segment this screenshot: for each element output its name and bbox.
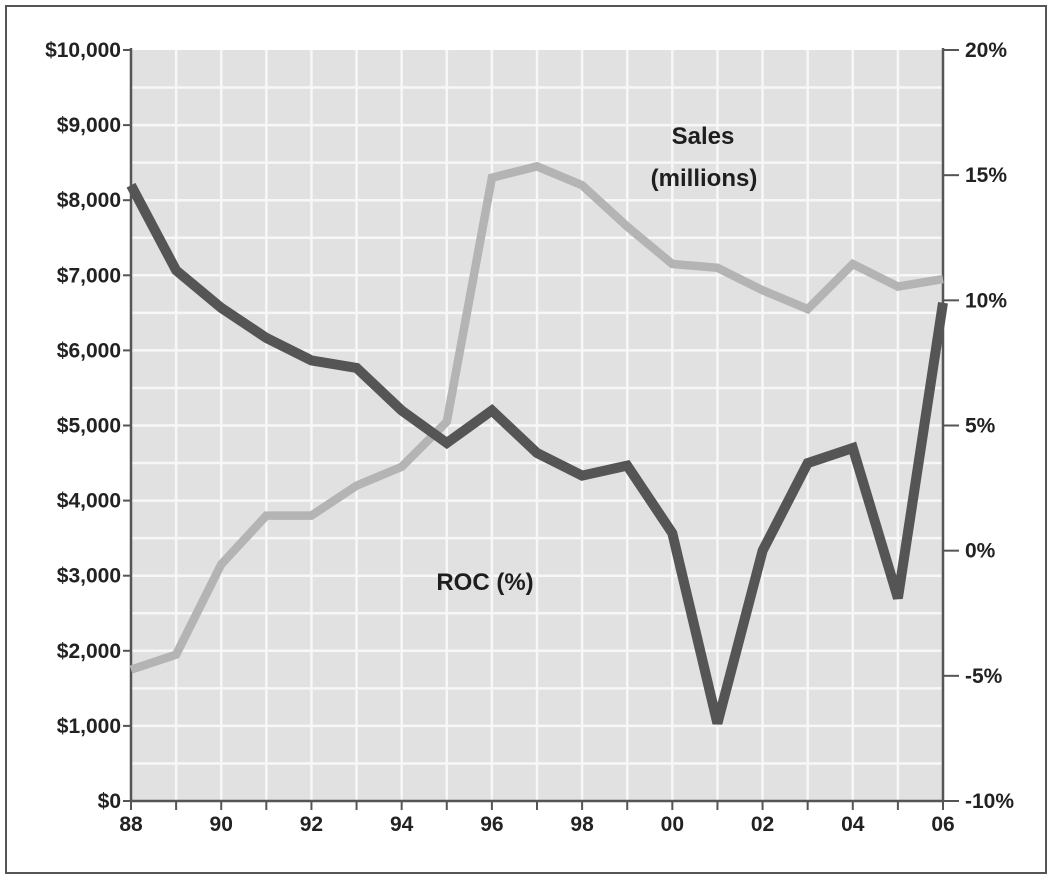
left-tick-label: $2,000 bbox=[57, 640, 121, 663]
grid-lines bbox=[131, 50, 943, 801]
right-tick-label: 10% bbox=[965, 289, 1007, 312]
x-tick-label: 88 bbox=[119, 813, 143, 836]
x-tick-label: 94 bbox=[390, 813, 414, 836]
roc-annotation: ROC (%) bbox=[436, 569, 533, 596]
right-tick-label: 20% bbox=[965, 39, 1007, 62]
x-tick-label: 00 bbox=[661, 813, 684, 836]
annotations: Sales (millions) ROC (%) bbox=[436, 123, 757, 596]
sales-annotation-line1: Sales bbox=[672, 123, 735, 150]
x-tick-label: 06 bbox=[931, 813, 954, 836]
left-tick-label: $4,000 bbox=[57, 490, 121, 513]
chart-frame: $0 $1,000 $2,000 $3,000 $4,000 $5,000 $6,000 $7… bbox=[5, 5, 1047, 874]
series-lines bbox=[126, 161, 948, 725]
right-tick-label: 5% bbox=[965, 415, 996, 438]
left-axis-ticks: $0 $1,000 $2,000 $3,000 $4,000 $5,000 $6,000 $7… bbox=[45, 39, 131, 813]
left-tick-label: $5,000 bbox=[57, 415, 121, 438]
right-tick-label: 15% bbox=[965, 164, 1007, 187]
right-tick-label: -5% bbox=[965, 665, 1003, 688]
x-tick-label: 98 bbox=[570, 813, 594, 836]
left-tick-label: $10,000 bbox=[45, 39, 121, 62]
x-tick-label: 90 bbox=[210, 813, 233, 836]
x-axis-ticks: 88 90 92 94 96 98 00 02 04 06 bbox=[119, 801, 955, 836]
x-tick-label: 92 bbox=[300, 813, 323, 836]
left-tick-label: $9,000 bbox=[57, 114, 121, 137]
left-tick-label: $1,000 bbox=[57, 715, 121, 738]
right-tick-label: -10% bbox=[965, 790, 1014, 813]
right-tick-label: 0% bbox=[965, 540, 996, 563]
left-tick-label: $0 bbox=[98, 790, 121, 813]
x-tick-label: 96 bbox=[480, 813, 503, 836]
sales-roc-chart: $0 $1,000 $2,000 $3,000 $4,000 $5,000 $6,000 $7… bbox=[45, 39, 1014, 836]
left-tick-label: $7,000 bbox=[57, 264, 121, 287]
x-tick-label: 02 bbox=[751, 813, 774, 836]
x-tick-label: 04 bbox=[841, 813, 865, 836]
sales-annotation-line2: (millions) bbox=[651, 165, 758, 192]
roc-line bbox=[126, 182, 948, 725]
left-tick-label: $8,000 bbox=[57, 189, 121, 212]
right-axis-ticks: -10% -5% 0% 5% 10% 15% 20% bbox=[943, 39, 1014, 813]
sales-line bbox=[129, 161, 944, 674]
left-tick-label: $6,000 bbox=[57, 339, 121, 362]
left-tick-label: $3,000 bbox=[57, 565, 121, 588]
